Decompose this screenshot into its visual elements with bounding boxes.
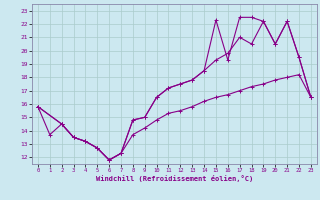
X-axis label: Windchill (Refroidissement éolien,°C): Windchill (Refroidissement éolien,°C) — [96, 175, 253, 182]
